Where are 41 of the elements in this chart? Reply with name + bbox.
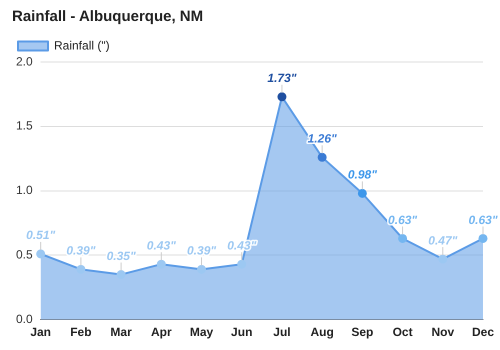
point bbox=[318, 152, 327, 162]
point bbox=[36, 249, 46, 258]
x-tick-label: Feb bbox=[70, 325, 92, 340]
legend-label: Rainfall (") bbox=[54, 38, 110, 52]
y-tick-label: 1.0 bbox=[16, 183, 33, 198]
point bbox=[116, 270, 126, 280]
x-tick-label: Nov bbox=[431, 325, 454, 340]
point bbox=[438, 254, 448, 264]
data-label: 0.39" bbox=[187, 244, 216, 258]
point bbox=[398, 234, 408, 243]
data-label: 0.98" bbox=[348, 168, 378, 182]
x-tick-label: Jun bbox=[231, 325, 252, 340]
y-tick-label: 2.0 bbox=[16, 54, 33, 68]
data-label: 0.63" bbox=[388, 212, 418, 227]
data-label: 0.35" bbox=[106, 248, 136, 263]
data-label: 0.39" bbox=[66, 244, 96, 258]
data-label: 0.47" bbox=[428, 233, 458, 248]
x-tick-label: Jan bbox=[30, 325, 52, 340]
data-label: 0.51" bbox=[26, 228, 56, 242]
x-tick-label: Jul bbox=[273, 325, 291, 340]
x-tick-label: Apr bbox=[150, 325, 172, 340]
y-tick-label: 0.0 bbox=[16, 312, 33, 326]
x-tick-label: Dec bbox=[472, 325, 494, 340]
point bbox=[237, 260, 246, 269]
point bbox=[358, 188, 367, 198]
x-tick-label: May bbox=[190, 325, 214, 340]
point bbox=[478, 234, 488, 243]
y-tick-label: 1.5 bbox=[16, 118, 33, 133]
x-tick-label: Aug bbox=[310, 325, 334, 340]
point bbox=[277, 92, 286, 102]
data-label: 1.73" bbox=[267, 71, 297, 86]
point bbox=[197, 264, 206, 274]
point bbox=[76, 264, 86, 274]
y-tick-label: 0.5 bbox=[16, 248, 33, 262]
chart-title: Rainfall - Albuquerque, NM bbox=[12, 8, 204, 25]
data-label: 0.43" bbox=[146, 238, 176, 253]
data-label: 0.63" bbox=[468, 212, 498, 227]
point bbox=[156, 260, 166, 269]
x-tick-label: Oct bbox=[392, 325, 413, 340]
x-tick-label: Sep bbox=[351, 325, 374, 340]
x-tick-label: Mar bbox=[110, 325, 132, 340]
